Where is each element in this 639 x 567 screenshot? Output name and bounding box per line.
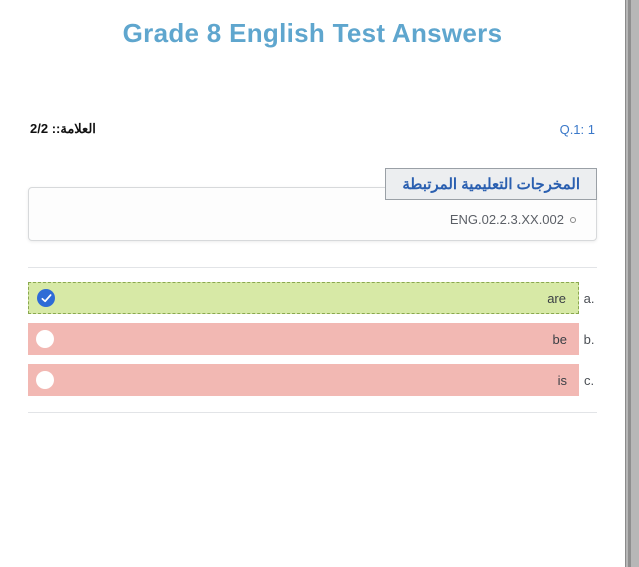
option-text: be	[553, 332, 569, 347]
option-row: is .c	[28, 364, 597, 396]
page-title: Grade 8 English Test Answers	[28, 18, 597, 49]
radio-blank-icon	[36, 371, 54, 389]
option-bar-wrong[interactable]: is	[28, 364, 579, 396]
outcomes-section: المخرجات التعليمية المرتبطة ENG.02.2.3.X…	[28, 187, 597, 241]
option-bar-wrong[interactable]: be	[28, 323, 579, 355]
option-letter: .a	[579, 282, 597, 314]
radio-blank-icon	[36, 330, 54, 348]
option-bar-correct[interactable]: are	[28, 282, 579, 314]
option-letter: .b	[579, 323, 597, 355]
outcomes-tab: المخرجات التعليمية المرتبطة	[385, 168, 597, 200]
bullet-icon	[570, 217, 576, 223]
question-number: Q.1: 1	[560, 122, 595, 137]
score-label-text: العلامة::	[52, 121, 96, 136]
option-text: are	[547, 291, 568, 306]
scrollbar-track[interactable]	[625, 0, 639, 567]
score-value: 2/2	[30, 121, 48, 136]
divider	[28, 412, 597, 413]
test-page: Grade 8 English Test Answers العلامة:: 2…	[0, 0, 625, 567]
divider	[28, 267, 597, 268]
option-row: be .b	[28, 323, 597, 355]
meta-row: العلامة:: 2/2 Q.1: 1	[28, 121, 597, 137]
option-text: is	[558, 373, 569, 388]
score-label: العلامة:: 2/2	[30, 121, 96, 137]
options-list: are .a be .b is .c	[28, 282, 597, 396]
scrollbar-edge	[628, 0, 631, 567]
option-row: are .a	[28, 282, 597, 314]
option-letter: .c	[579, 364, 597, 396]
check-icon	[37, 289, 55, 307]
outcome-code: ENG.02.2.3.XX.002	[450, 212, 564, 227]
